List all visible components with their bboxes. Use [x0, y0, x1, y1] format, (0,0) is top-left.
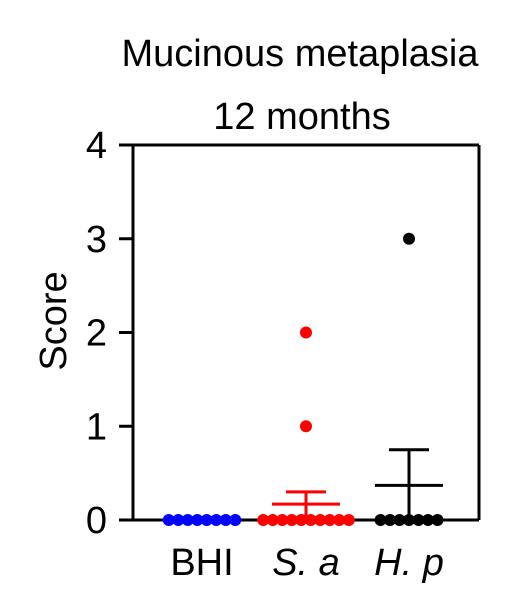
data-point: [266, 514, 279, 526]
data-point: [304, 514, 317, 526]
data-point: [285, 514, 298, 526]
data-point: [412, 514, 425, 526]
y-axis-label: Score: [33, 271, 75, 370]
data-point: [276, 514, 289, 526]
data-point: [300, 326, 312, 339]
y-tick-label: 2: [86, 313, 107, 355]
chart-subtitle: 12 months: [213, 96, 390, 138]
data-point: [422, 514, 434, 526]
plot-area: 0 1 2 3 4 BHI S. a H. p: [86, 125, 481, 584]
chart-title: Mucinous metaplasia: [122, 33, 480, 75]
data-point: [314, 514, 327, 526]
x-tick-label: S. a: [272, 542, 340, 584]
y-tick-label: 0: [86, 500, 107, 542]
data-point: [374, 514, 387, 526]
x-tick-label: BHI: [170, 542, 233, 584]
data-point: [342, 514, 355, 526]
data-point: [384, 514, 396, 526]
y-tick-label: 4: [86, 125, 107, 167]
data-point: [295, 514, 308, 526]
x-tick-label: H. p: [374, 542, 444, 584]
y-tick-label: 1: [86, 406, 107, 448]
data-point: [323, 514, 336, 526]
data-point: [257, 514, 270, 526]
y-tick-label: 3: [86, 219, 107, 261]
data-point: [333, 514, 346, 526]
data-point: [393, 514, 406, 526]
data-point: [403, 232, 415, 245]
data-point: [300, 420, 312, 433]
data-point: [431, 514, 444, 526]
